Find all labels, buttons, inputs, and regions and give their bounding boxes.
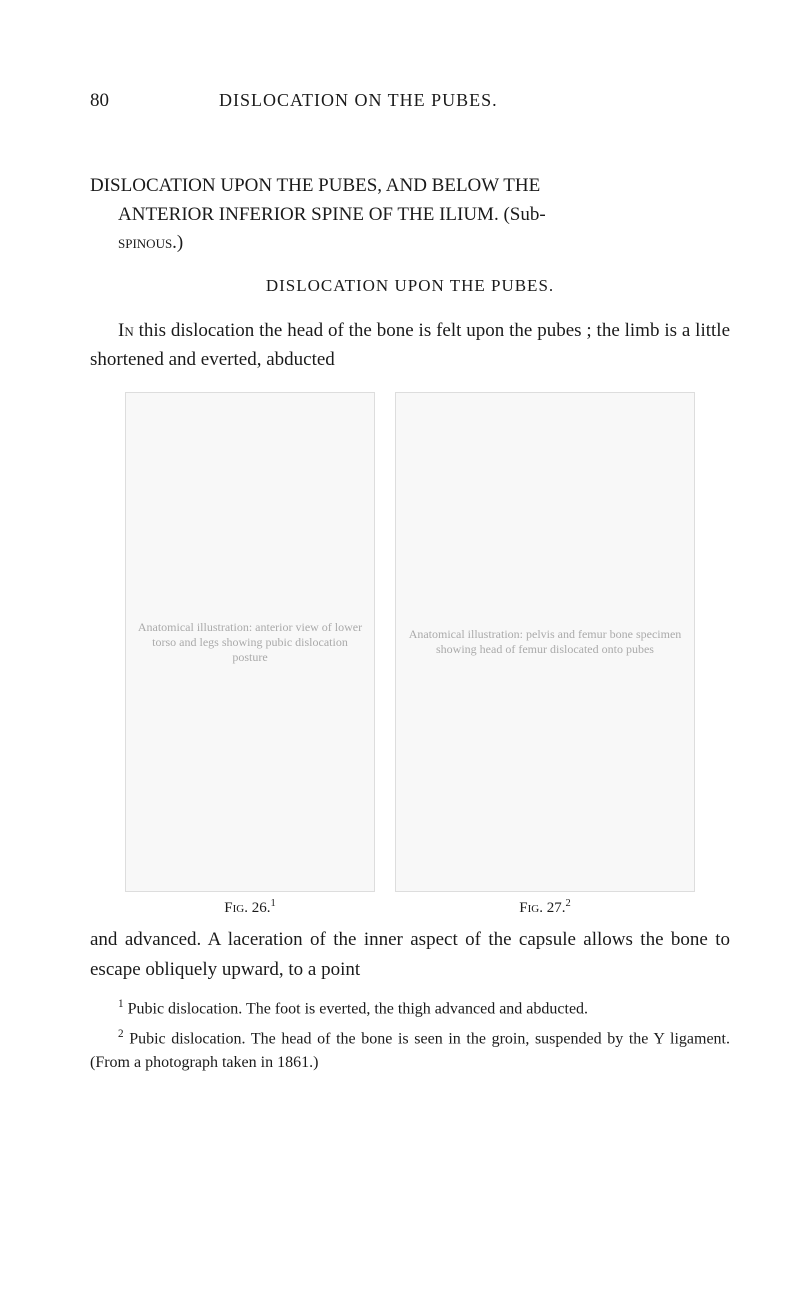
footnote-2-text: Pubic dislocation. The head of the bone … [90, 1030, 730, 1071]
section-title: DISLOCATION UPON THE PUBES, AND BELOW TH… [90, 172, 730, 258]
figure-27-alt: Anatomical illustration: pelvis and femu… [396, 617, 694, 667]
page-number: 80 [90, 90, 109, 112]
body-para-1: In this dislocation the head of the bone… [90, 316, 730, 375]
para1-rest: this dislocation the head of the bone is… [90, 320, 730, 370]
section-title-line1: DISLOCATION UPON THE PUBES, AND BELOW TH… [90, 175, 540, 196]
figure-27-image: Anatomical illustration: pelvis and femu… [395, 392, 695, 892]
figure-26-caption-sup: 1 [270, 898, 275, 909]
figure-27-caption: Fig. 27.2 [519, 898, 570, 917]
figure-27-caption-sup: 2 [565, 898, 570, 909]
figure-26-image: Anatomical illustration: anterior view o… [125, 392, 375, 892]
figure-27-caption-prefix: Fig. [519, 900, 543, 916]
running-head: DISLOCATION ON THE PUBES. [219, 90, 498, 111]
page-header: 80 DISLOCATION ON THE PUBES. [90, 90, 730, 112]
figures-row: Anatomical illustration: anterior view o… [90, 392, 730, 917]
section-title-line3: spinous.) [118, 232, 183, 253]
para1-leadword: In [118, 320, 134, 341]
figure-26: Anatomical illustration: anterior view o… [125, 392, 375, 917]
figure-26-caption: Fig. 26.1 [224, 898, 275, 917]
figure-27-caption-num: 27. [547, 900, 566, 916]
figure-26-alt: Anatomical illustration: anterior view o… [126, 610, 374, 675]
body-para-2: and advanced. A laceration of the inner … [90, 925, 730, 984]
figure-26-caption-num: 26. [252, 900, 271, 916]
footnote-1-text: Pubic dislocation. The foot is everted, … [124, 1001, 588, 1018]
section-title-line2: ANTERIOR INFERIOR SPINE OF THE ILIUM. (S… [118, 204, 546, 225]
subsection-title: DISLOCATION UPON THE PUBES. [90, 276, 730, 296]
figure-27: Anatomical illustration: pelvis and femu… [395, 392, 695, 917]
footnote-2: 2 Pubic dislocation. The head of the bon… [90, 1026, 730, 1075]
figure-26-caption-prefix: Fig. [224, 900, 248, 916]
footnote-1: 1 Pubic dislocation. The foot is everted… [90, 996, 730, 1021]
